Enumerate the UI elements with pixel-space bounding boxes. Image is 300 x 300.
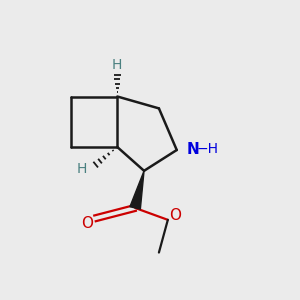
Text: H: H (112, 58, 122, 72)
Text: N: N (187, 142, 200, 157)
Text: H: H (77, 162, 87, 176)
Text: O: O (82, 216, 94, 231)
Text: O: O (169, 208, 181, 223)
Text: −H: −H (197, 142, 219, 156)
Polygon shape (130, 171, 144, 209)
